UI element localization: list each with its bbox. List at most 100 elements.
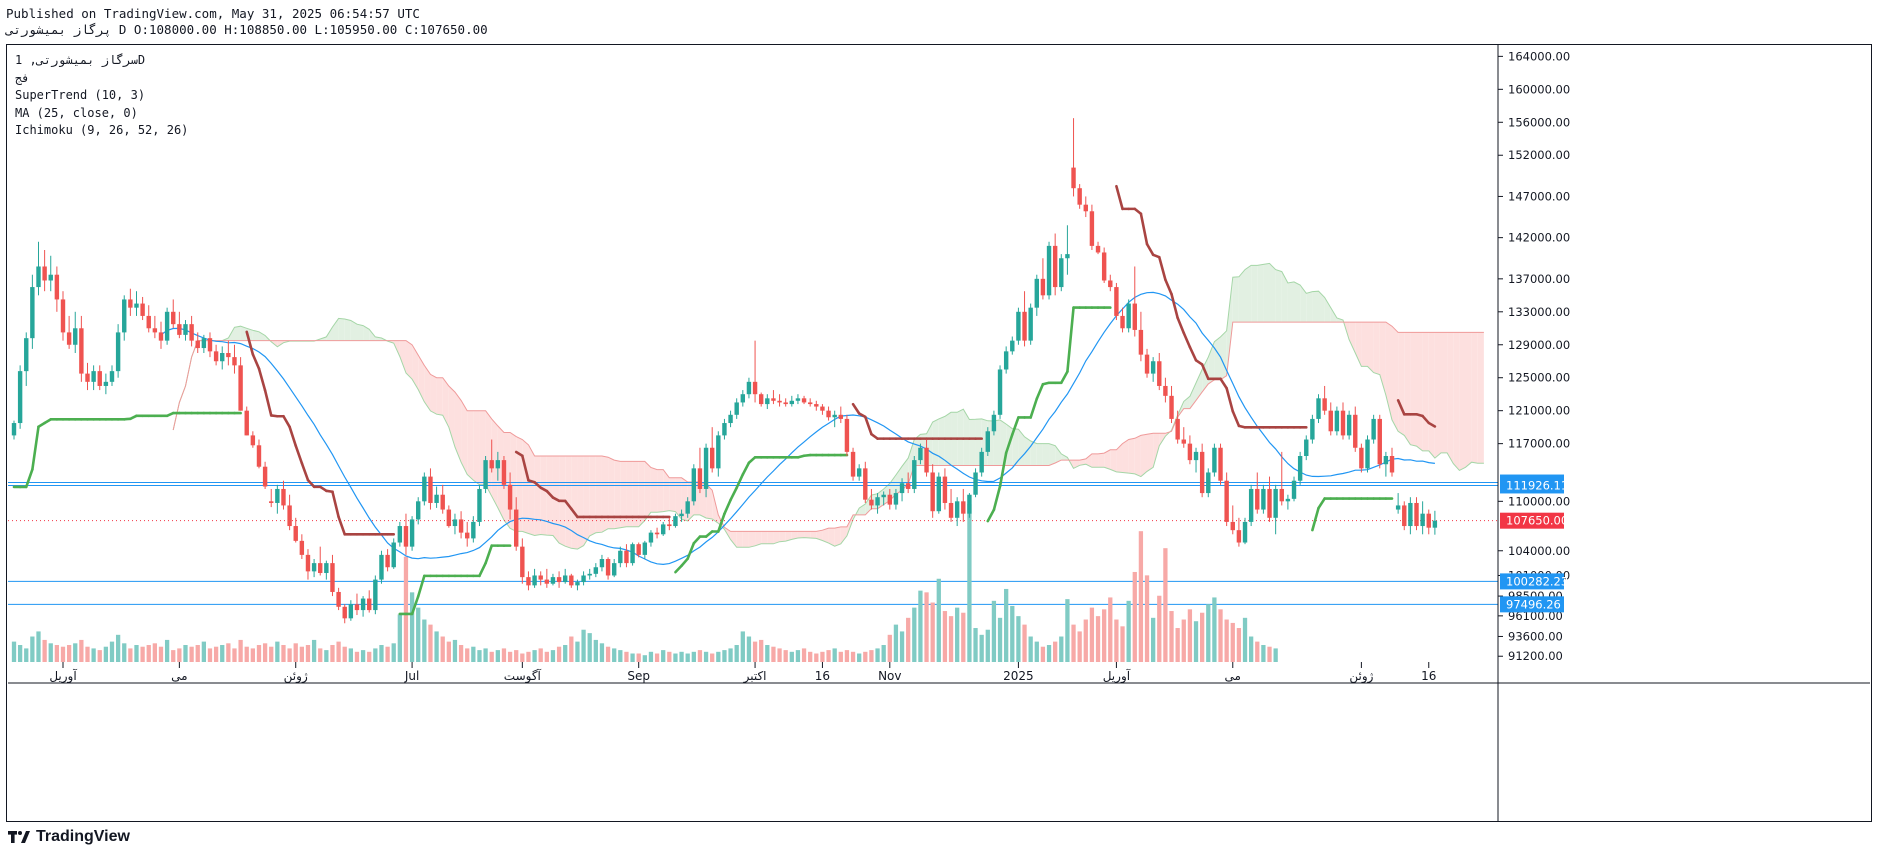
volume-bar — [189, 646, 194, 662]
volume-bar — [624, 651, 629, 662]
candle-body — [1071, 167, 1076, 189]
candle-body — [587, 573, 592, 576]
legend-indicator-ichimoku[interactable]: Ichimoku (9, 26, 52, 26) — [15, 123, 189, 137]
supertrend-segment — [1219, 377, 1228, 390]
candle-body — [115, 332, 121, 372]
ichimoku-cloud-segment — [1073, 460, 1080, 469]
supertrend-segment — [1317, 497, 1326, 510]
volume-bar — [1224, 619, 1229, 662]
candle-body — [48, 274, 53, 281]
volume-bar — [1187, 609, 1193, 662]
price-tick-label: 96100.00 — [1508, 609, 1563, 623]
price-tick-label: 133000.00 — [1508, 305, 1570, 319]
volume-bar — [1273, 648, 1278, 662]
candle-body — [1218, 447, 1223, 481]
candle-body — [232, 357, 237, 366]
candle-body — [501, 460, 507, 485]
volume-bar — [1034, 641, 1039, 662]
ichimoku-cloud-segment — [1465, 332, 1472, 468]
candle-body — [1426, 513, 1431, 528]
candle-body — [1126, 303, 1131, 329]
ichimoku-cloud-segment — [1324, 297, 1331, 323]
candle-body — [722, 423, 727, 436]
supertrend-segment — [1004, 433, 1014, 455]
ichimoku-cloud-segment — [1398, 332, 1405, 436]
volume-bar — [1144, 575, 1150, 662]
candle-body — [471, 521, 476, 539]
legend-indicator-ma[interactable]: MA (25, close, 0) — [15, 105, 138, 120]
candle-body — [1163, 385, 1168, 396]
candle-body — [893, 493, 899, 505]
volume-bar — [293, 643, 298, 662]
candle-body — [207, 338, 213, 352]
volume-bar — [336, 641, 341, 662]
ichimoku-cloud-segment — [418, 355, 425, 402]
volume-bar — [17, 645, 23, 662]
time-tick-label: می — [1225, 669, 1241, 683]
candle-body — [924, 447, 929, 473]
supertrend-segment — [1396, 398, 1406, 416]
ichimoku-cloud-segment — [350, 320, 357, 341]
ichimoku-cloud-segment — [1257, 264, 1264, 323]
candle-body — [1169, 395, 1174, 419]
volume-bar — [1004, 588, 1009, 662]
supertrend-segment — [570, 507, 579, 519]
candle-body — [618, 550, 623, 564]
volume-bar — [97, 650, 102, 662]
legend-symbol[interactable]: سرگاز بمیشورتی, 1D — [15, 53, 146, 67]
candle-body — [287, 505, 292, 527]
candle-body — [54, 274, 60, 300]
candle-body — [562, 575, 568, 583]
ichimoku-cloud-segment — [1147, 433, 1154, 472]
legend-indicator-supertrend[interactable]: SuperTrend (10, 3) — [15, 88, 146, 102]
volume-bar — [538, 648, 543, 662]
candle-body — [428, 476, 433, 503]
ichimoku-cloud-segment — [1232, 276, 1239, 323]
candle-body — [789, 400, 795, 405]
moving-average-line — [160, 291, 1435, 566]
volume-bar — [801, 648, 807, 662]
candle-body — [881, 494, 886, 498]
volume-bar — [1206, 604, 1211, 662]
candle-body — [177, 324, 182, 335]
candle-body — [360, 598, 366, 611]
supertrend-segment — [1170, 292, 1179, 320]
volume-bar — [1138, 531, 1144, 662]
ichimoku-cloud-segment — [577, 456, 584, 550]
supertrend-segment — [717, 512, 726, 533]
supertrend-segment — [1200, 363, 1210, 381]
ichimoku-cloud-segment — [840, 526, 847, 544]
volume-bar — [771, 646, 776, 662]
legend-exchange: فج — [15, 70, 30, 85]
supertrend-segment — [851, 402, 861, 415]
candle-body — [526, 577, 531, 586]
volume-bar — [171, 650, 176, 662]
price-tick-label: 160000.00 — [1508, 82, 1570, 96]
chart-frame[interactable] — [6, 44, 1872, 822]
volume-bar — [1102, 609, 1107, 662]
ichimoku-cloud-segment — [1226, 277, 1233, 376]
volume-bar — [881, 645, 886, 662]
volume-bar — [177, 648, 182, 662]
ichimoku-cloud-segment — [742, 531, 749, 548]
ichimoku-cloud-segment — [1153, 433, 1160, 468]
supertrend-segment — [294, 444, 304, 465]
candle-body — [146, 315, 151, 329]
candle-body — [538, 575, 543, 580]
volume-bar — [397, 614, 402, 662]
ichimoku-cloud-segment — [816, 530, 823, 541]
supertrend-segment — [686, 541, 696, 560]
ichimoku-cloud-segment — [430, 374, 437, 415]
candle-body — [899, 483, 905, 494]
supertrend-segment — [263, 389, 273, 417]
volume-bar — [495, 650, 500, 662]
candle-body — [660, 524, 666, 535]
volume-bar — [1218, 609, 1223, 662]
ichimoku-cloud-segment — [589, 456, 596, 536]
price-tick-label: 117000.00 — [1508, 437, 1570, 451]
ichimoku-cloud-segment — [699, 481, 707, 519]
ichimoku-cloud-segment — [1042, 443, 1050, 466]
candle-body — [495, 460, 501, 469]
candle-body — [1383, 456, 1389, 465]
